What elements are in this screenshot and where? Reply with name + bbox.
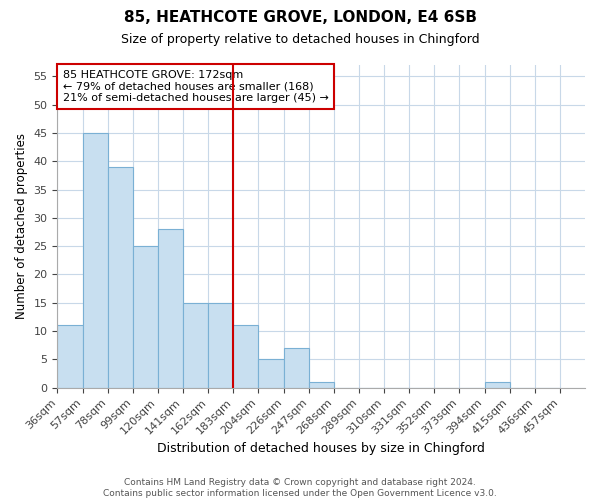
- X-axis label: Distribution of detached houses by size in Chingford: Distribution of detached houses by size …: [157, 442, 485, 455]
- Text: 85, HEATHCOTE GROVE, LONDON, E4 6SB: 85, HEATHCOTE GROVE, LONDON, E4 6SB: [124, 10, 476, 25]
- Bar: [208, 303, 233, 388]
- Bar: [183, 303, 208, 388]
- Bar: [83, 133, 107, 388]
- Bar: [308, 382, 334, 388]
- Bar: [259, 360, 284, 388]
- Bar: [107, 167, 133, 388]
- Y-axis label: Number of detached properties: Number of detached properties: [15, 134, 28, 320]
- Text: 85 HEATHCOTE GROVE: 172sqm
← 79% of detached houses are smaller (168)
21% of sem: 85 HEATHCOTE GROVE: 172sqm ← 79% of deta…: [62, 70, 329, 103]
- Bar: [58, 326, 83, 388]
- Bar: [284, 348, 308, 388]
- Bar: [485, 382, 509, 388]
- Text: Size of property relative to detached houses in Chingford: Size of property relative to detached ho…: [121, 32, 479, 46]
- Bar: [233, 326, 259, 388]
- Bar: [133, 246, 158, 388]
- Text: Contains HM Land Registry data © Crown copyright and database right 2024.
Contai: Contains HM Land Registry data © Crown c…: [103, 478, 497, 498]
- Bar: [158, 229, 183, 388]
